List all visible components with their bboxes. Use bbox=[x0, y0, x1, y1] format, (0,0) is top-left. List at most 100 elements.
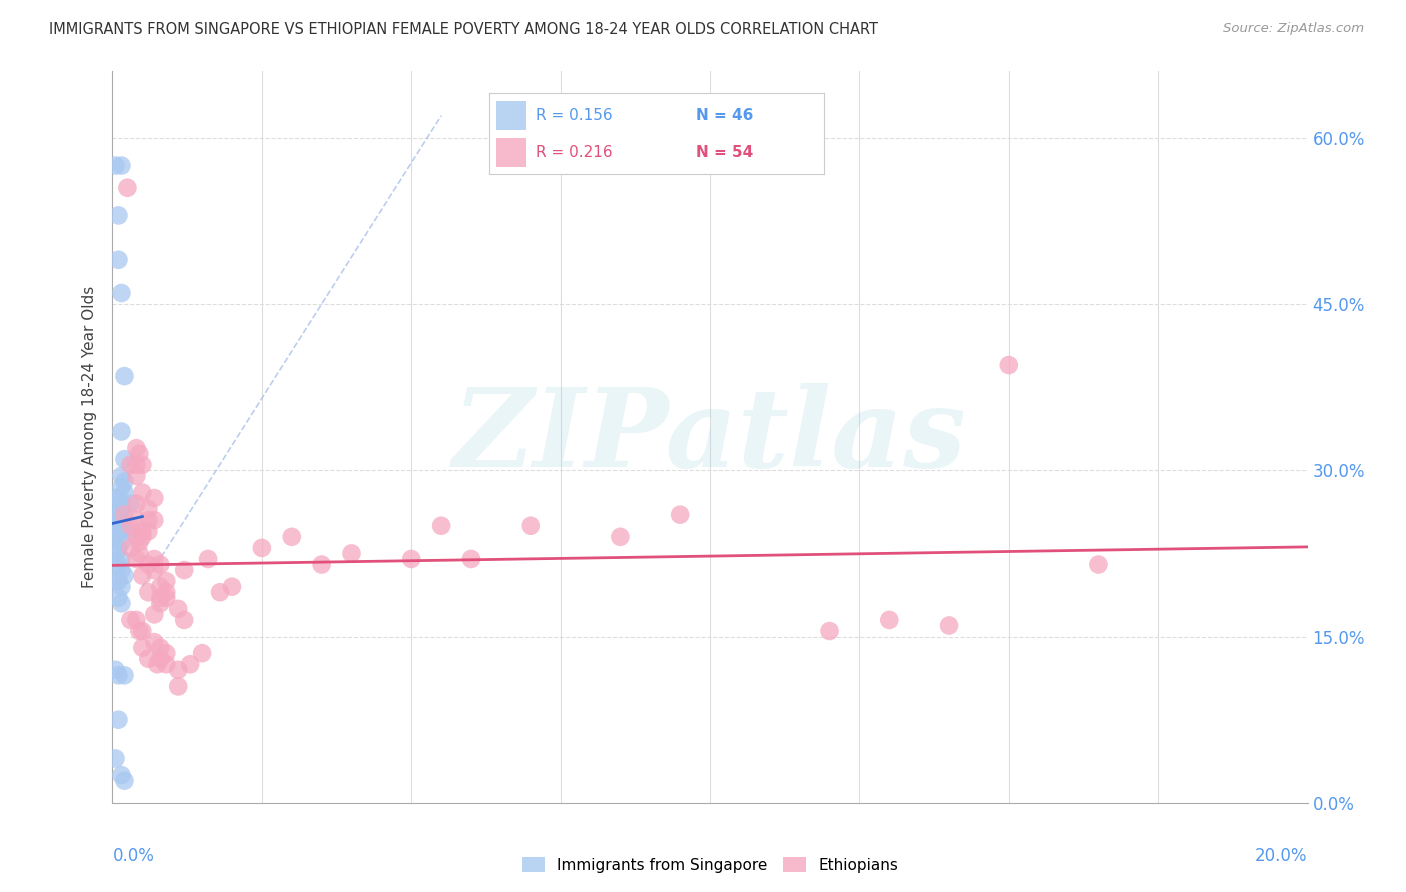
Point bbox=[143, 513, 166, 527]
Point bbox=[138, 651, 160, 665]
Point bbox=[114, 773, 135, 788]
Point bbox=[520, 518, 543, 533]
Point bbox=[143, 607, 166, 622]
Point bbox=[120, 524, 142, 539]
Text: 20.0%: 20.0% bbox=[1256, 847, 1308, 864]
Point bbox=[110, 497, 132, 511]
Point bbox=[138, 585, 160, 599]
Point bbox=[250, 541, 273, 555]
Point bbox=[107, 491, 129, 505]
Point bbox=[149, 640, 172, 655]
Point bbox=[107, 518, 129, 533]
Point bbox=[107, 541, 129, 555]
Point bbox=[209, 585, 232, 599]
Point bbox=[609, 530, 631, 544]
Point bbox=[114, 508, 135, 522]
Point bbox=[179, 657, 201, 672]
Point bbox=[155, 591, 177, 605]
Point bbox=[114, 369, 135, 384]
Point bbox=[107, 574, 129, 589]
Point bbox=[125, 458, 148, 472]
Point bbox=[149, 558, 172, 572]
Point bbox=[149, 580, 172, 594]
Point bbox=[155, 646, 177, 660]
Point bbox=[167, 602, 190, 616]
Point bbox=[110, 535, 132, 549]
Point bbox=[104, 546, 127, 560]
Point bbox=[107, 513, 129, 527]
Point bbox=[125, 613, 148, 627]
Point bbox=[131, 568, 153, 582]
Point bbox=[143, 635, 166, 649]
Point bbox=[167, 663, 190, 677]
Point bbox=[104, 663, 127, 677]
Point bbox=[107, 558, 129, 572]
Point bbox=[128, 447, 150, 461]
Point bbox=[131, 524, 153, 539]
Legend: Immigrants from Singapore, Ethiopians: Immigrants from Singapore, Ethiopians bbox=[516, 851, 904, 879]
Point bbox=[311, 558, 333, 572]
Point bbox=[107, 209, 129, 223]
Point bbox=[125, 513, 148, 527]
Point bbox=[131, 640, 153, 655]
Point bbox=[125, 468, 148, 483]
Point bbox=[104, 524, 127, 539]
Point bbox=[138, 524, 160, 539]
Point bbox=[173, 563, 195, 577]
Point bbox=[167, 680, 190, 694]
Point bbox=[146, 657, 169, 672]
Point bbox=[149, 596, 172, 610]
Point bbox=[125, 530, 148, 544]
Point bbox=[125, 441, 148, 455]
Point bbox=[110, 159, 132, 173]
Point bbox=[155, 574, 177, 589]
Point bbox=[120, 613, 142, 627]
Point bbox=[149, 651, 172, 665]
Text: ZIPatlas: ZIPatlas bbox=[453, 384, 967, 491]
Point bbox=[110, 468, 132, 483]
Point bbox=[107, 524, 129, 539]
Point bbox=[114, 475, 135, 489]
Point bbox=[281, 530, 304, 544]
Point bbox=[128, 546, 150, 560]
Point bbox=[340, 546, 363, 560]
Point bbox=[221, 580, 243, 594]
Point bbox=[110, 552, 132, 566]
Point bbox=[155, 585, 177, 599]
Point bbox=[114, 485, 135, 500]
Point bbox=[120, 458, 142, 472]
Point bbox=[120, 541, 142, 555]
Point bbox=[1087, 558, 1109, 572]
Point bbox=[110, 502, 132, 516]
Point bbox=[114, 452, 135, 467]
Point bbox=[818, 624, 841, 638]
Point bbox=[430, 518, 453, 533]
Point bbox=[143, 552, 166, 566]
Point bbox=[110, 285, 132, 300]
Point bbox=[128, 535, 150, 549]
Point bbox=[107, 668, 129, 682]
Point bbox=[143, 563, 166, 577]
Point bbox=[110, 425, 132, 439]
Point bbox=[110, 513, 132, 527]
Point bbox=[998, 358, 1021, 372]
Point bbox=[131, 530, 153, 544]
Point bbox=[138, 502, 160, 516]
Point bbox=[197, 552, 219, 566]
Point bbox=[879, 613, 901, 627]
Point bbox=[138, 513, 160, 527]
Point bbox=[114, 568, 135, 582]
Point bbox=[131, 624, 153, 638]
Point bbox=[104, 530, 127, 544]
Point bbox=[938, 618, 960, 632]
Point bbox=[107, 252, 129, 267]
Point bbox=[110, 563, 132, 577]
Point bbox=[104, 513, 127, 527]
Text: 0.0%: 0.0% bbox=[112, 847, 155, 864]
Point bbox=[107, 713, 129, 727]
Point bbox=[107, 591, 129, 605]
Point bbox=[110, 480, 132, 494]
Point bbox=[104, 574, 127, 589]
Point bbox=[117, 180, 139, 194]
Point bbox=[120, 518, 142, 533]
